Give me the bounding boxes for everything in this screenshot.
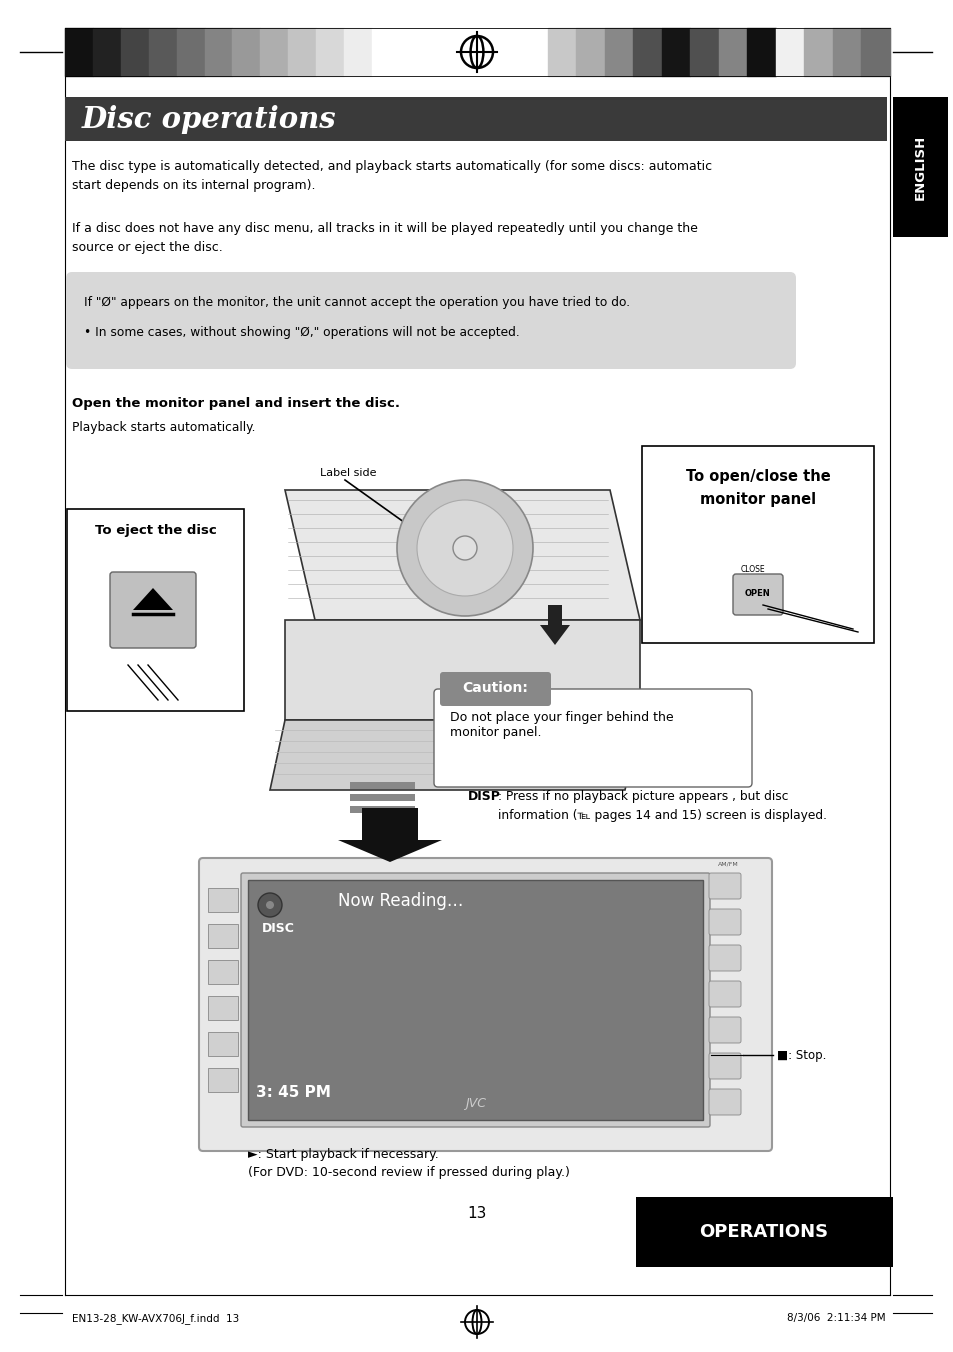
- Bar: [747, 28, 775, 76]
- Text: Caution:: Caution:: [461, 681, 527, 695]
- Bar: [633, 28, 661, 76]
- Text: DISP: DISP: [468, 790, 500, 803]
- Bar: [92, 28, 121, 76]
- Bar: [892, 97, 947, 237]
- Bar: [65, 97, 886, 141]
- FancyBboxPatch shape: [199, 859, 771, 1151]
- FancyBboxPatch shape: [66, 272, 795, 369]
- Bar: [204, 28, 233, 76]
- Polygon shape: [539, 604, 569, 645]
- Text: 3: 45 PM: 3: 45 PM: [255, 1086, 331, 1101]
- Bar: [121, 28, 149, 76]
- FancyBboxPatch shape: [708, 1088, 740, 1115]
- Polygon shape: [285, 621, 639, 721]
- Bar: [569, 740, 578, 754]
- FancyBboxPatch shape: [708, 982, 740, 1007]
- Circle shape: [266, 900, 274, 909]
- Text: • In some cases, without showing "Ø," operations will not be accepted.: • In some cases, without showing "Ø," op…: [84, 326, 519, 339]
- Bar: [547, 28, 576, 76]
- Text: Disc operations: Disc operations: [82, 104, 336, 134]
- Polygon shape: [337, 808, 441, 863]
- Bar: [636, 1197, 892, 1267]
- Text: The disc type is automatically detected, and playback starts automatically (for : The disc type is automatically detected,…: [71, 160, 711, 192]
- Bar: [582, 740, 592, 754]
- Bar: [861, 28, 889, 76]
- Bar: [661, 28, 690, 76]
- Bar: [350, 794, 415, 800]
- Circle shape: [416, 500, 513, 596]
- FancyBboxPatch shape: [708, 1017, 740, 1042]
- Text: DISC: DISC: [262, 922, 294, 936]
- Bar: [208, 888, 237, 913]
- Bar: [775, 28, 803, 76]
- FancyBboxPatch shape: [67, 508, 244, 711]
- Bar: [596, 740, 604, 754]
- Bar: [690, 28, 719, 76]
- Circle shape: [396, 480, 533, 617]
- Text: EN13-28_KW-AVX706J_f.indd  13: EN13-28_KW-AVX706J_f.indd 13: [71, 1313, 239, 1324]
- Text: Open the monitor panel and insert the disc.: Open the monitor panel and insert the di…: [71, 397, 399, 410]
- Bar: [350, 781, 415, 790]
- Polygon shape: [132, 588, 172, 610]
- Text: Do not place your finger behind the
monitor panel.: Do not place your finger behind the moni…: [450, 711, 673, 740]
- Text: Playback starts automatically.: Playback starts automatically.: [71, 420, 255, 434]
- Polygon shape: [270, 721, 639, 790]
- FancyBboxPatch shape: [439, 672, 551, 706]
- Text: 8/3/06  2:11:34 PM: 8/3/06 2:11:34 PM: [786, 1313, 885, 1324]
- Bar: [208, 996, 237, 1019]
- Text: To open/close the
monitor panel: To open/close the monitor panel: [685, 469, 829, 507]
- FancyBboxPatch shape: [708, 873, 740, 899]
- Bar: [248, 880, 702, 1119]
- Text: Now Reading…: Now Reading…: [337, 892, 463, 910]
- FancyBboxPatch shape: [708, 945, 740, 971]
- Circle shape: [453, 535, 476, 560]
- Bar: [719, 28, 747, 76]
- Bar: [608, 740, 618, 754]
- Bar: [604, 28, 633, 76]
- Text: : Press if no playback picture appears , but disc
information (℡ pages 14 and 15: : Press if no playback picture appears ,…: [497, 790, 826, 822]
- Bar: [176, 28, 204, 76]
- FancyBboxPatch shape: [708, 1053, 740, 1079]
- Text: AM/FM: AM/FM: [718, 863, 738, 867]
- Text: Label side: Label side: [319, 468, 376, 479]
- Bar: [260, 28, 288, 76]
- Bar: [208, 923, 237, 948]
- FancyBboxPatch shape: [641, 446, 873, 644]
- Bar: [149, 28, 176, 76]
- FancyBboxPatch shape: [110, 572, 195, 648]
- Text: If "Ø" appears on the monitor, the unit cannot accept the operation you have tri: If "Ø" appears on the monitor, the unit …: [84, 296, 630, 310]
- Text: 13: 13: [467, 1206, 486, 1221]
- Text: CLOSE: CLOSE: [740, 565, 764, 575]
- Bar: [288, 28, 315, 76]
- Text: If a disc does not have any disc menu, all tracks in it will be played repeatedl: If a disc does not have any disc menu, a…: [71, 222, 698, 254]
- Bar: [208, 1032, 237, 1056]
- Text: OPEN: OPEN: [744, 589, 770, 599]
- Polygon shape: [285, 489, 639, 621]
- FancyBboxPatch shape: [708, 909, 740, 936]
- FancyBboxPatch shape: [732, 575, 782, 615]
- Bar: [208, 1068, 237, 1092]
- Bar: [350, 806, 415, 813]
- Bar: [315, 28, 344, 76]
- Bar: [233, 28, 260, 76]
- Bar: [576, 28, 604, 76]
- Text: JVC: JVC: [464, 1096, 485, 1110]
- Circle shape: [257, 894, 282, 917]
- Text: ENGLISH: ENGLISH: [913, 134, 925, 200]
- Bar: [65, 28, 92, 76]
- Text: OPERATIONS: OPERATIONS: [699, 1224, 828, 1241]
- Bar: [208, 960, 237, 984]
- Bar: [803, 28, 832, 76]
- FancyBboxPatch shape: [241, 873, 709, 1128]
- Text: To eject the disc: To eject the disc: [94, 525, 216, 537]
- Bar: [344, 28, 372, 76]
- Bar: [372, 28, 399, 76]
- Text: ■: Stop.: ■: Stop.: [776, 1049, 825, 1061]
- Bar: [832, 28, 861, 76]
- FancyBboxPatch shape: [434, 690, 751, 787]
- Text: ►: Start playback if necessary.
(For DVD: 10-second review if pressed during pla: ►: Start playback if necessary. (For DVD…: [248, 1148, 569, 1179]
